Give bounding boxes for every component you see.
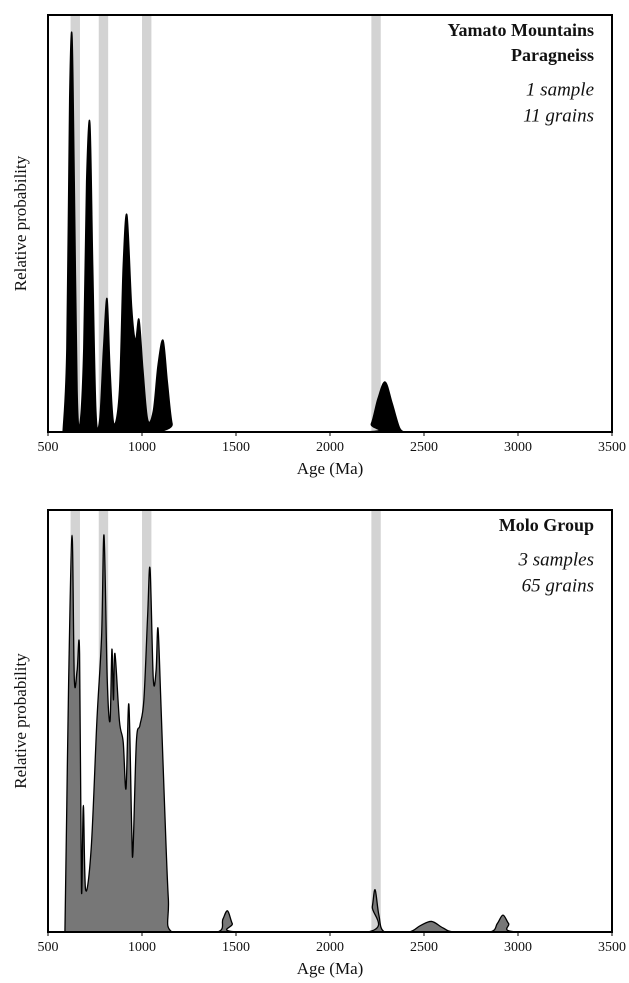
x-tick-label: 500 (38, 940, 59, 955)
annotation: 11 grains (523, 105, 594, 126)
panel-title: Molo Group (499, 515, 594, 535)
panel-title: Paragneiss (511, 45, 594, 65)
x-tick-label: 3500 (598, 440, 626, 455)
annotation: 3 samples (518, 549, 594, 570)
annotation: 65 grains (522, 575, 594, 596)
x-tick-label: 1500 (222, 940, 250, 955)
x-axis-title: Age (Ma) (297, 459, 364, 478)
reference-band (142, 15, 152, 432)
reference-band (371, 510, 381, 932)
panel: 500 1000 1500 2000 2500 3000 3500 Age (Ma) Relat… (11, 509, 626, 978)
x-tick-label: 2500 (410, 940, 438, 955)
x-tick-label: 500 (38, 440, 59, 455)
x-tick-label: 2000 (316, 940, 344, 955)
x-tick-label: 1500 (222, 440, 250, 455)
x-tick-label: 3000 (504, 440, 532, 455)
x-tick-label: 2500 (410, 440, 438, 455)
x-tick-label: 3500 (598, 940, 626, 955)
x-tick-label: 1000 (128, 440, 156, 455)
x-tick-label: 3000 (504, 940, 532, 955)
panel: 500 1000 1500 2000 2500 3000 3500 Age (Ma) Relat… (11, 14, 626, 478)
x-tick-label: 2000 (316, 440, 344, 455)
density-area (64, 534, 612, 932)
density-area (62, 31, 407, 432)
x-tick-label: 1000 (128, 940, 156, 955)
y-axis-title: Relative probability (11, 155, 30, 291)
reference-band (371, 15, 381, 432)
reference-band (98, 15, 109, 432)
annotation: 1 sample (526, 79, 594, 100)
panel-title: Yamato Mountains (447, 20, 594, 40)
x-axis-title: Age (Ma) (297, 959, 364, 978)
y-axis-title: Relative probability (11, 653, 30, 789)
